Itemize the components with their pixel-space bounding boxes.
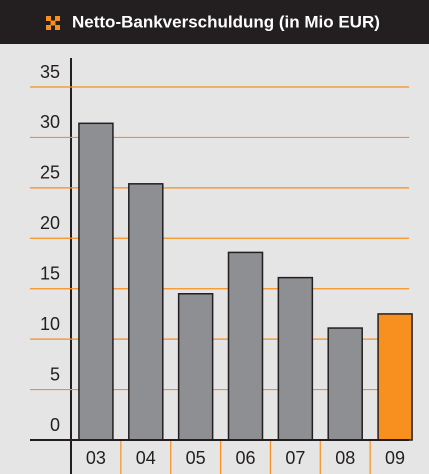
x-tick-label: 07 xyxy=(285,448,305,468)
bar xyxy=(377,313,413,441)
bar xyxy=(277,276,314,441)
y-tick-label: 5 xyxy=(50,364,60,384)
bar xyxy=(128,183,164,441)
bar xyxy=(177,293,214,441)
y-tick-label: 10 xyxy=(40,314,60,334)
header-icon xyxy=(46,16,60,30)
bar xyxy=(227,251,264,441)
header-bar xyxy=(0,0,429,44)
y-tick-label: 30 xyxy=(40,112,60,132)
x-tick-label: 08 xyxy=(335,448,355,468)
bar xyxy=(78,122,114,441)
x-tick-label: 05 xyxy=(186,448,206,468)
y-tick-label: 15 xyxy=(40,263,60,283)
bar xyxy=(327,327,363,441)
y-tick-label: 0 xyxy=(50,415,60,435)
x-tick-label: 04 xyxy=(136,448,156,468)
y-tick-label: 35 xyxy=(40,62,60,82)
chart-title: Netto-Bankverschuldung (in Mio EUR) xyxy=(72,12,380,31)
x-tick-label: 09 xyxy=(385,448,405,468)
y-tick-label: 25 xyxy=(40,163,60,183)
y-tick-label: 20 xyxy=(40,213,60,233)
x-tick-label: 03 xyxy=(86,448,106,468)
x-tick-label: 06 xyxy=(235,448,255,468)
